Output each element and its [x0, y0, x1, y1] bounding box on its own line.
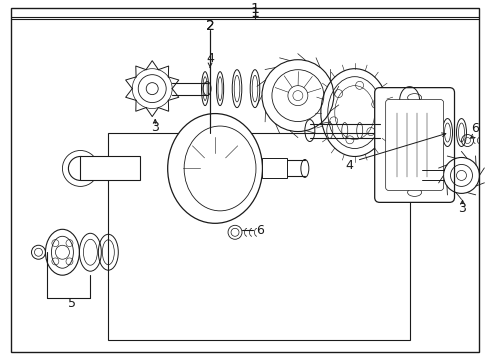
- Text: 4: 4: [206, 52, 214, 65]
- Text: 3: 3: [459, 202, 466, 215]
- Text: 4: 4: [346, 159, 354, 172]
- Text: 2: 2: [206, 19, 215, 33]
- Text: 3: 3: [151, 121, 159, 134]
- Bar: [108, 132, 410, 340]
- Text: 1: 1: [250, 2, 259, 16]
- Ellipse shape: [168, 113, 263, 223]
- Text: 1: 1: [250, 6, 259, 20]
- Bar: [80, 157, 140, 180]
- Text: 6: 6: [256, 224, 264, 237]
- Bar: [262, 158, 287, 179]
- Text: 2: 2: [206, 19, 215, 33]
- FancyBboxPatch shape: [386, 100, 443, 190]
- Ellipse shape: [184, 126, 256, 211]
- Text: 5: 5: [69, 297, 76, 310]
- Text: 6: 6: [471, 122, 479, 135]
- FancyBboxPatch shape: [375, 87, 455, 202]
